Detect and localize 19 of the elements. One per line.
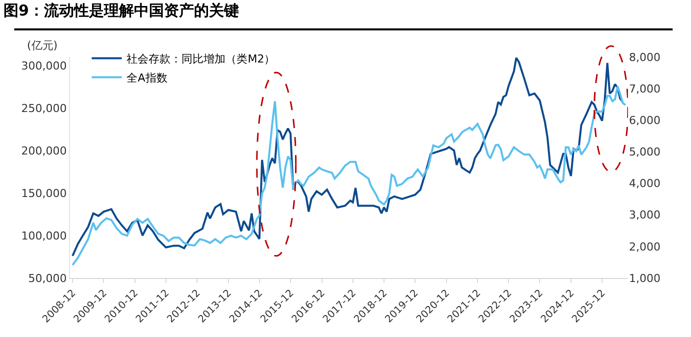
y-tick-label: 100,000 (21, 229, 67, 242)
y-tick-label: 150,000 (21, 186, 67, 200)
y2-tick-label: 2,000 (629, 240, 660, 254)
legend-label: 社会存款：同比增加（类M2） (126, 52, 276, 66)
y-tick-label: 300,000 (21, 59, 67, 72)
chart-title: 图9：流动性是理解中国资产的关键 (3, 2, 239, 20)
y2-tick-label: 8,000 (629, 50, 660, 64)
y2-tick-label: 1,000 (629, 272, 660, 285)
y-tick-label: 250,000 (21, 102, 67, 115)
y2-tick-label: 5,000 (629, 146, 660, 159)
legend-label: 全A指数 (126, 72, 168, 85)
y-tick-label: 200,000 (21, 144, 67, 158)
y2-tick-label: 7,000 (629, 82, 660, 96)
y2-tick-label: 6,000 (629, 114, 660, 127)
y2-tick-label: 4,000 (629, 177, 660, 190)
y-axis-title: (亿元) (27, 39, 58, 52)
line-series (72, 85, 626, 266)
y-tick-label: 50,000 (28, 272, 67, 285)
y2-tick-label: 3,000 (629, 208, 660, 222)
